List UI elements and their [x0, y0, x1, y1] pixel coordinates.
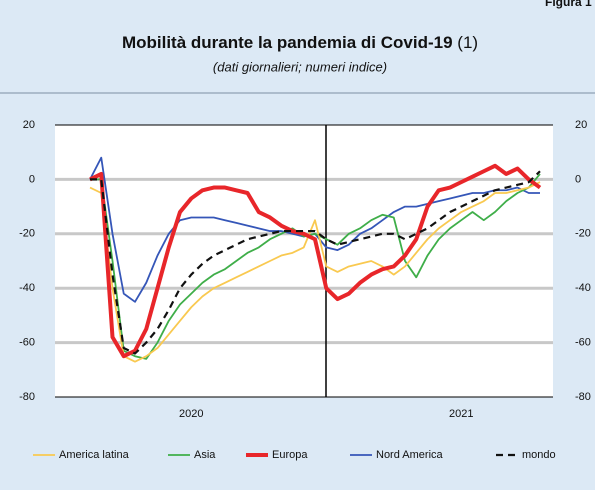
chart-subtitle: (dati giornalieri; numeri indice): [213, 59, 387, 74]
y2-tick-label: 0: [575, 173, 581, 185]
legend-label: Europa: [272, 449, 308, 461]
legend-label: America latina: [59, 449, 130, 461]
series-line: [89, 163, 542, 359]
y2-tick-label: 20: [575, 119, 587, 131]
plot-area: [55, 125, 553, 397]
series-line: [90, 173, 541, 360]
title-note: (1): [457, 33, 478, 52]
series-line: [89, 181, 541, 363]
legend-label: mondo: [522, 449, 556, 461]
y-tick-label: -60: [19, 337, 35, 349]
series-line: [90, 170, 541, 355]
y2-tick-label: -40: [575, 282, 591, 294]
y-tick-label: 20: [23, 119, 35, 131]
chart-title: Mobilità durante la pandemia di Covid-19…: [122, 33, 478, 52]
legend-label: Nord America: [376, 449, 444, 461]
x-tick-label: 2020: [179, 408, 203, 420]
y2-tick-label: -80: [575, 391, 591, 403]
y2-tick-label: -20: [575, 228, 591, 240]
y-tick-label: -40: [19, 282, 35, 294]
y-tick-label: -80: [19, 391, 35, 403]
y-tick-label: 0: [29, 173, 35, 185]
y-tick-label: -20: [19, 228, 35, 240]
title-main: Mobilità durante la pandemia di Covid-19: [122, 33, 453, 52]
figure-label: Figura 1: [545, 0, 592, 9]
lines: [89, 156, 542, 363]
legend-label: Asia: [194, 449, 216, 461]
legend: America latina Asia Europa Nord America mond…: [33, 449, 556, 461]
y2-tick-label: -60: [575, 337, 591, 349]
x-tick-label: 2021: [449, 408, 473, 420]
